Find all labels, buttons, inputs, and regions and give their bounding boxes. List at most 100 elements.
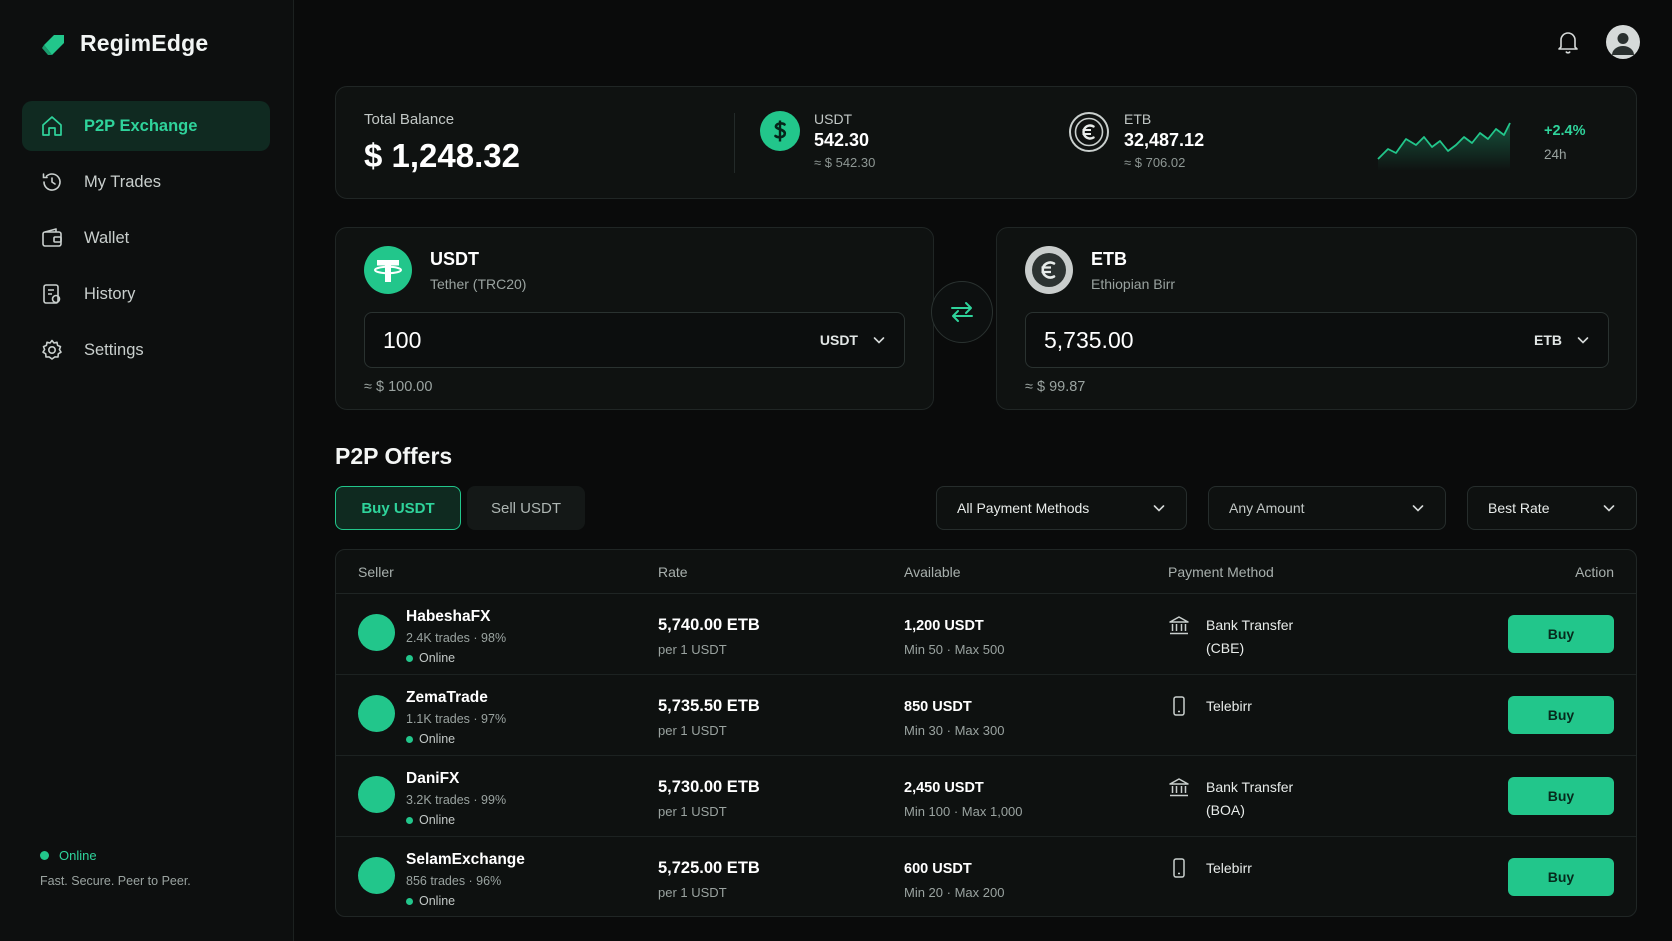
offer-available: 1,200 USDT <box>904 618 984 634</box>
seller-status-label: Online <box>419 732 456 746</box>
offers-title: P2P Offers <box>335 443 453 469</box>
seller-avatar <box>358 614 395 651</box>
seller-status-label: Online <box>419 894 456 908</box>
payment-method-name: Bank Transfer <box>1206 779 1294 795</box>
from-currency-code: USDT <box>430 248 479 269</box>
chevron-down-icon <box>1153 505 1165 512</box>
chevron-down-icon <box>1603 505 1615 512</box>
online-dot-icon <box>40 851 49 860</box>
table-header: Seller Rate Available Payment Method Act… <box>336 550 1636 594</box>
etb-label: ETB <box>1124 111 1152 127</box>
brand[interactable]: RegimEdge <box>40 30 208 57</box>
to-currency-select-label: ETB <box>1534 332 1562 348</box>
bell-icon[interactable] <box>1556 29 1580 55</box>
offer-rate-unit: per 1 USDT <box>658 885 727 900</box>
sort-filter-label: Best Rate <box>1488 500 1550 516</box>
seller-name[interactable]: SelamExchange <box>406 851 525 868</box>
swap-button[interactable] <box>931 281 993 343</box>
change-period: 24h <box>1544 147 1567 162</box>
brand-name: RegimEdge <box>80 30 209 56</box>
header-actions <box>1556 25 1640 59</box>
sidebar-item-label: Wallet <box>84 228 130 247</box>
amount-filter[interactable]: Any Amount <box>1208 486 1446 530</box>
payment-method-detail: (BOA) <box>1206 802 1245 818</box>
buy-button[interactable]: Buy <box>1508 696 1614 734</box>
offer-available: 850 USDT <box>904 699 972 715</box>
tab-sell-usdt[interactable]: Sell USDT <box>467 486 585 530</box>
total-balance-label: Total Balance <box>364 111 455 128</box>
seller-name[interactable]: HabeshaFX <box>406 608 491 625</box>
status-label: Online <box>59 848 97 863</box>
sort-filter[interactable]: Best Rate <box>1467 486 1637 530</box>
amount-filter-label: Any Amount <box>1229 500 1305 516</box>
offer-rate-unit: per 1 USDT <box>658 642 727 657</box>
user-avatar-icon[interactable] <box>1606 25 1640 59</box>
offers-table: Seller Rate Available Payment Method Act… <box>335 549 1637 917</box>
offer-limits: Min 30 · Max 300 <box>904 723 1005 738</box>
table-row: SelamExchange 856 trades · 96% Online 5,… <box>336 837 1636 916</box>
buy-button[interactable]: Buy <box>1508 615 1614 653</box>
from-amount-input[interactable]: 100 USDT <box>364 312 905 368</box>
sidebar-item-label: Settings <box>84 340 144 359</box>
sidebar-nav: P2P Exchange My Trades Wallet History <box>22 101 270 381</box>
tab-buy-usdt[interactable]: Buy USDT <box>335 486 461 530</box>
from-currency-name: Tether (TRC20) <box>430 275 527 292</box>
tether-logo-icon <box>364 246 412 294</box>
sidebar-item-history[interactable]: History <box>22 269 270 319</box>
sidebar-item-label: P2P Exchange <box>84 116 198 135</box>
usdt-balance: USDT 542.30 ≈ $ 542.30 <box>760 111 875 170</box>
payment-method-filter-label: All Payment Methods <box>957 500 1090 516</box>
payment-method-filter[interactable]: All Payment Methods <box>936 486 1187 530</box>
sidebar-item-my-trades[interactable]: My Trades <box>22 157 270 207</box>
from-currency-select[interactable]: USDT <box>820 332 886 348</box>
to-currency-select[interactable]: ETB <box>1534 332 1590 348</box>
offer-rate: 5,730.00 ETB <box>658 778 760 796</box>
seller-status-label: Online <box>419 651 456 665</box>
bank-icon <box>1169 778 1189 797</box>
bank-icon <box>1169 616 1189 635</box>
seller-name[interactable]: ZemaTrade <box>406 689 488 706</box>
seller-status: Online <box>406 813 455 827</box>
seller-status-label: Online <box>419 813 456 827</box>
payment-method: Telebirr <box>1206 695 1356 718</box>
etb-usd-value: ≈ $ 706.02 <box>1124 155 1186 170</box>
from-amount-value[interactable]: 100 <box>383 326 422 353</box>
buy-button[interactable]: Buy <box>1508 777 1614 815</box>
column-rate: Rate <box>658 564 688 580</box>
from-currency-header: USDT Tether (TRC20) <box>364 246 526 294</box>
table-row: DaniFX 3.2K trades · 99% Online 5,730.00… <box>336 756 1636 837</box>
to-amount-input[interactable]: 5,735.00 ETB <box>1025 312 1609 368</box>
sidebar-item-wallet[interactable]: Wallet <box>22 213 270 263</box>
seller-name[interactable]: DaniFX <box>406 770 460 787</box>
table-row: HabeshaFX 2.4K trades · 98% Online 5,740… <box>336 594 1636 675</box>
offer-available: 600 USDT <box>904 861 972 877</box>
gear-icon <box>42 339 62 360</box>
chevron-down-icon <box>1412 505 1424 512</box>
leaf-logo-icon <box>42 34 64 55</box>
payment-method-detail: (CBE) <box>1206 640 1245 656</box>
sidebar-item-p2p-exchange[interactable]: P2P Exchange <box>22 101 270 151</box>
offer-available: 2,450 USDT <box>904 780 984 796</box>
buy-button[interactable]: Buy <box>1508 858 1614 896</box>
online-dot-icon <box>406 897 413 905</box>
usdt-amount: 542.30 <box>814 130 870 150</box>
document-icon <box>43 284 61 304</box>
to-amount-value[interactable]: 5,735.00 <box>1044 326 1134 353</box>
payment-method-name: Telebirr <box>1206 860 1252 876</box>
birr-coin-icon <box>1025 246 1073 294</box>
etb-balance: ETB 32,487.12 ≈ $ 706.02 <box>1068 111 1204 170</box>
to-usd-equivalent: ≈ $ 99.87 <box>1025 379 1086 395</box>
phone-icon <box>1173 696 1185 716</box>
sidebar-item-settings[interactable]: Settings <box>22 325 270 375</box>
to-currency-code: ETB <box>1091 248 1127 269</box>
offer-rate: 5,740.00 ETB <box>658 616 760 634</box>
payment-method: Bank Transfer (BOA) <box>1206 776 1356 822</box>
tagline: Fast. Secure. Peer to Peer. <box>40 874 191 888</box>
home-icon <box>42 116 62 136</box>
payment-method-name: Bank Transfer <box>1206 617 1294 633</box>
to-currency-header: ETB Ethiopian Birr <box>1025 246 1175 294</box>
seller-avatar <box>358 776 395 813</box>
from-usd-equivalent: ≈ $ 100.00 <box>364 379 433 395</box>
seller-avatar <box>358 857 395 894</box>
etb-amount: 32,487.12 <box>1124 130 1205 150</box>
